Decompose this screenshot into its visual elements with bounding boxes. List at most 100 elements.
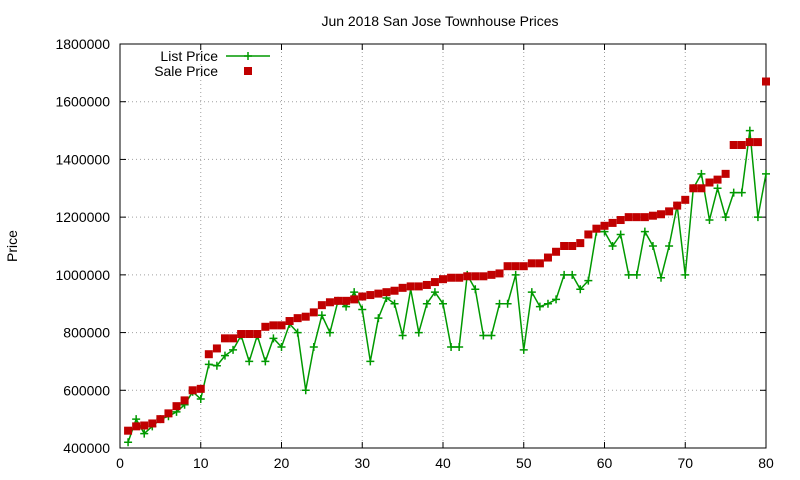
list-price-point bbox=[140, 429, 149, 438]
list-price-point bbox=[350, 288, 359, 297]
list-price-point bbox=[212, 361, 221, 370]
list-price-point bbox=[374, 314, 383, 323]
y-axis-label: Price bbox=[4, 230, 20, 262]
list-price-point bbox=[358, 305, 367, 314]
sale-price-point bbox=[148, 419, 157, 428]
list-price-point bbox=[293, 328, 302, 337]
legend-label-list-price: List Price bbox=[160, 48, 218, 64]
sale-price-point bbox=[576, 239, 585, 248]
list-price-point bbox=[535, 302, 544, 311]
legend-marker-sale-price bbox=[244, 67, 252, 75]
sale-price-point bbox=[624, 213, 633, 222]
list-price-point bbox=[729, 188, 738, 197]
y-tick-label: 1000000 bbox=[55, 267, 110, 283]
list-price-line bbox=[127, 130, 767, 443]
legend-label-sale-price: Sale Price bbox=[154, 63, 218, 79]
sale-price-point bbox=[495, 269, 504, 278]
list-price-point bbox=[261, 357, 270, 366]
list-price-point bbox=[309, 343, 318, 351]
x-tick-label: 80 bbox=[758, 455, 774, 471]
list-price-point bbox=[616, 230, 625, 239]
sale-price-point bbox=[729, 141, 738, 149]
sale-price-point bbox=[560, 242, 569, 250]
sale-price-point bbox=[334, 296, 343, 305]
list-price-point bbox=[648, 242, 657, 250]
sale-price-point bbox=[455, 273, 464, 282]
list-price-point bbox=[681, 270, 690, 279]
sale-price-point bbox=[552, 247, 561, 256]
sale-price-point bbox=[245, 330, 254, 339]
list-price-point bbox=[552, 295, 561, 304]
list-price-point bbox=[439, 299, 447, 308]
list-price-point bbox=[640, 227, 649, 236]
sale-price-point bbox=[398, 283, 407, 292]
list-price-point bbox=[495, 299, 504, 308]
y-tick-label: 1800000 bbox=[55, 36, 110, 52]
sale-price-point bbox=[681, 195, 690, 204]
list-price-point bbox=[713, 184, 722, 193]
sale-price-point bbox=[156, 415, 165, 424]
sale-price-point bbox=[616, 216, 625, 225]
sale-price-point bbox=[140, 421, 149, 430]
list-price-point bbox=[204, 360, 213, 369]
list-price-point bbox=[366, 357, 375, 366]
sale-price-point bbox=[447, 273, 456, 282]
sale-price-point bbox=[648, 211, 657, 220]
x-tick-label: 30 bbox=[354, 455, 370, 471]
list-price-point bbox=[632, 270, 641, 279]
sale-price-point bbox=[196, 384, 205, 393]
sale-price-point bbox=[519, 262, 528, 271]
plot-frame bbox=[119, 43, 767, 449]
list-price-point bbox=[568, 270, 577, 279]
sale-price-point bbox=[511, 262, 520, 271]
sale-price-point bbox=[463, 272, 472, 281]
sale-price-point bbox=[132, 422, 141, 431]
list-price-point bbox=[196, 394, 205, 403]
x-tick-label: 20 bbox=[274, 455, 290, 471]
sale-price-point bbox=[568, 242, 577, 250]
y-tick-label: 1600000 bbox=[55, 94, 110, 110]
sale-price-point bbox=[600, 221, 609, 230]
y-tick-label: 600000 bbox=[63, 382, 110, 398]
x-tick-label: 0 bbox=[116, 455, 124, 471]
sale-price-point bbox=[164, 409, 173, 418]
sale-price-point bbox=[390, 286, 399, 295]
sale-price-point bbox=[212, 344, 221, 353]
list-price-point bbox=[737, 188, 746, 197]
sale-price-point bbox=[414, 282, 423, 291]
x-tick-label: 40 bbox=[435, 455, 451, 471]
list-price-point bbox=[277, 343, 286, 351]
sale-price-point bbox=[188, 386, 197, 395]
sale-price-point bbox=[406, 282, 415, 291]
sale-price-point bbox=[172, 402, 181, 411]
y-tick-label: 1400000 bbox=[55, 151, 110, 167]
list-price-point bbox=[665, 242, 674, 250]
sale-price-point bbox=[705, 178, 714, 187]
list-price-point bbox=[762, 169, 770, 178]
list-price-point bbox=[705, 216, 714, 225]
legend: List Price Sale Price bbox=[154, 48, 270, 79]
chart-title: Jun 2018 San Jose Townhouse Prices bbox=[321, 13, 558, 29]
sale-price-point bbox=[229, 334, 238, 343]
sale-price-point bbox=[745, 138, 754, 147]
sale-price-point bbox=[471, 272, 480, 281]
list-price-point bbox=[487, 331, 496, 340]
sale-price-point bbox=[713, 175, 722, 184]
sale-price-point bbox=[342, 296, 351, 305]
list-price-point bbox=[430, 288, 439, 297]
sale-price-point bbox=[753, 138, 762, 147]
sale-price-point bbox=[237, 330, 246, 339]
sale-price-point bbox=[301, 312, 310, 321]
list-price-point bbox=[414, 328, 423, 337]
sale-price-point bbox=[543, 253, 552, 262]
sale-price-point bbox=[358, 292, 367, 301]
list-price-point bbox=[697, 169, 706, 178]
list-price-point bbox=[608, 242, 617, 250]
sale-price-point bbox=[697, 184, 706, 193]
sale-price-point bbox=[293, 314, 302, 323]
sale-price-point bbox=[374, 289, 383, 298]
sale-price-point bbox=[366, 291, 375, 300]
list-price-point bbox=[301, 386, 310, 395]
list-price-point bbox=[124, 438, 133, 447]
legend-marker-list-price bbox=[244, 52, 252, 60]
